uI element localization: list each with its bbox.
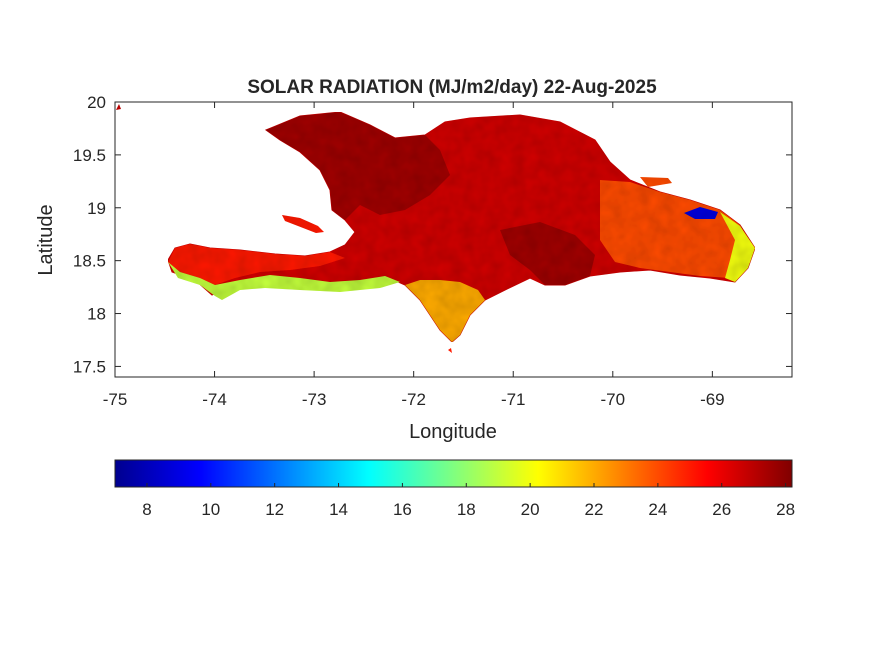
map-region [168,244,345,285]
x-axis-ticks: -75 -74 -73 -72 -71 -70 -69 [103,102,725,409]
colorbar-tick-label: 10 [201,500,220,519]
colorbar-tick-label: 24 [648,500,667,519]
map-region [282,215,324,233]
map-region [600,180,752,278]
colorbar-tick-label: 8 [142,500,151,519]
colorbar [114,459,793,488]
map-region [640,177,672,187]
map-region [720,212,755,282]
x-tick-label: -70 [601,390,626,409]
chart-title: SOLAR RADIATION (MJ/m2/day) 22-Aug-2025 [247,77,657,98]
colorbar-tick-label: 20 [521,500,540,519]
x-tick-label: -72 [401,390,426,409]
colorbar-tick-label: 22 [585,500,604,519]
colorbar-tick-label: 18 [457,500,476,519]
colorbar-tick-label: 26 [712,500,731,519]
colorbar-ticks: 8 10 12 14 16 18 20 22 24 26 28 [142,483,795,519]
x-tick-label: -75 [103,390,128,409]
y-tick-label: 20 [87,93,106,112]
y-tick-label: 19.5 [73,146,106,165]
y-axis-ticks: 17.5 18 18.5 19 19.5 20 [73,93,792,376]
y-tick-label: 18.5 [73,252,106,271]
plot-axes-box [114,101,793,378]
y-tick-label: 18 [87,305,106,324]
map-region [684,207,718,219]
map-region [405,280,485,342]
x-tick-label: -71 [501,390,526,409]
x-tick-label: -69 [700,390,725,409]
x-tick-label: -73 [302,390,327,409]
colorbar-tick-label: 28 [776,500,795,519]
map-region [500,222,595,285]
radiation-map [116,104,756,353]
x-tick-label: -74 [202,390,227,409]
colorbar-tick-label: 16 [393,500,412,519]
y-tick-label: 17.5 [73,357,106,376]
colorbar-tick-label: 12 [265,500,284,519]
colorbar-tick-label: 14 [329,500,348,519]
map-region [266,112,450,220]
y-axis-label: Latitude [35,204,57,275]
map-region [168,262,400,300]
map-speck [448,348,452,353]
map-speck [116,104,121,110]
x-axis-label: Longitude [409,421,497,443]
y-tick-label: 19 [87,199,106,218]
